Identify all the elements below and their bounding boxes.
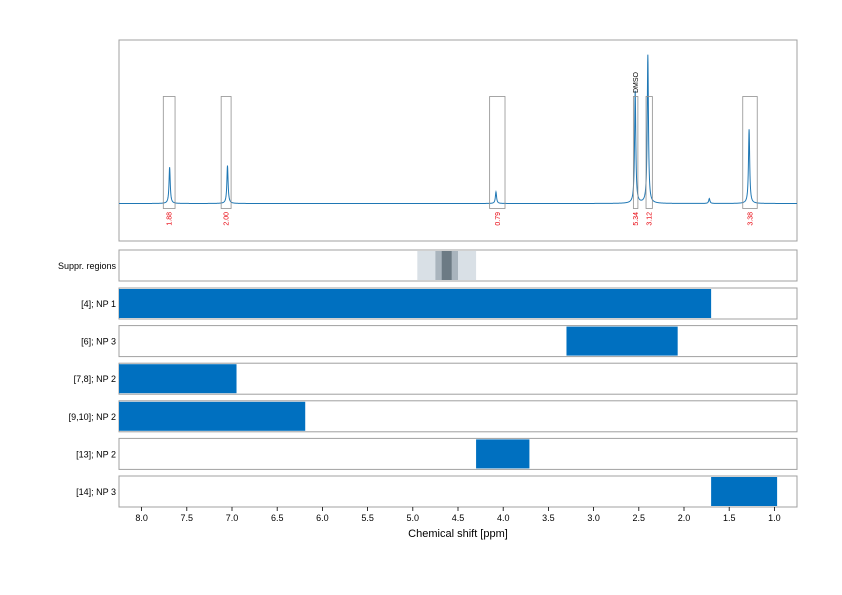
integral-label: 2.00 — [224, 212, 231, 226]
region-row-frame — [118, 437, 798, 470]
x-axis: 8.0 7.5 7.0 6.5 6.0 5.5 5.0 4.5 4.0 3.5 3.0 2.5 2.0 1… — [135, 507, 781, 523]
integral-label: 3.12 — [647, 212, 654, 226]
integration-box — [632, 96, 639, 209]
region-row-label: [7,8]; NP 2 — [74, 374, 116, 384]
x-axis-label: Chemical shift [ppm] — [408, 528, 508, 540]
integral-label: 1.88 — [167, 212, 174, 226]
x-tick-label: 7.0 — [226, 513, 239, 523]
region-row-label: [14]; NP 3 — [76, 487, 116, 497]
x-tick-label: 1.5 — [723, 513, 736, 523]
x-tick-label: 1.0 — [768, 513, 781, 523]
x-tick-label: 5.0 — [407, 513, 420, 523]
region-rows-panel: [4]; NP 1 [6]; NP 3 [7,8]; NP 2 [9,10]; NP … — [69, 287, 798, 508]
region-bar — [566, 326, 678, 356]
x-tick-label: 3.0 — [587, 513, 600, 523]
x-tick-label: 4.5 — [452, 513, 465, 523]
region-bar — [119, 289, 712, 318]
integration-box — [645, 96, 653, 209]
integral-label: 3.38 — [748, 212, 755, 226]
spectrum-line — [119, 54, 797, 204]
x-tick-label: 3.5 — [542, 513, 555, 523]
region-bar — [476, 439, 530, 469]
x-tick-label: 4.0 — [497, 513, 510, 523]
integral-label: 0.79 — [495, 212, 502, 226]
region-row-frame — [118, 325, 798, 358]
integration-box — [489, 96, 506, 209]
x-tick-label: 6.5 — [271, 513, 284, 523]
integral-label: 5.34 — [633, 212, 640, 226]
region-bar — [119, 364, 237, 394]
spectrum-panel: 1.88 2.00 0.79 5.34 DMSO 3.12 3.38 — [118, 39, 798, 242]
suppressed-band — [441, 251, 452, 280]
suppressed-label: Suppr. regions — [58, 261, 117, 271]
region-bar — [119, 401, 306, 431]
region-row-label: [6]; NP 3 — [81, 337, 116, 347]
x-tick-label: 8.0 — [135, 513, 148, 523]
region-bar — [711, 477, 778, 506]
x-tick-label: 6.0 — [316, 513, 329, 523]
region-row-label: [4]; NP 1 — [81, 299, 116, 309]
suppressed-regions-panel: Suppr. regions — [58, 249, 798, 282]
region-row-frame — [118, 475, 798, 508]
peak-annotation: DMSO — [633, 71, 640, 93]
spectrum-frame — [118, 39, 798, 242]
x-tick-label: 2.5 — [633, 513, 646, 523]
integration-box — [220, 96, 232, 209]
x-tick-label: 5.5 — [361, 513, 374, 523]
region-row-label: [13]; NP 2 — [76, 449, 116, 459]
integration-box — [162, 96, 176, 209]
region-row-label: [9,10]; NP 2 — [69, 412, 116, 422]
x-tick-label: 2.0 — [678, 513, 691, 523]
integration-box — [742, 96, 758, 209]
x-tick-label: 7.5 — [181, 513, 194, 523]
